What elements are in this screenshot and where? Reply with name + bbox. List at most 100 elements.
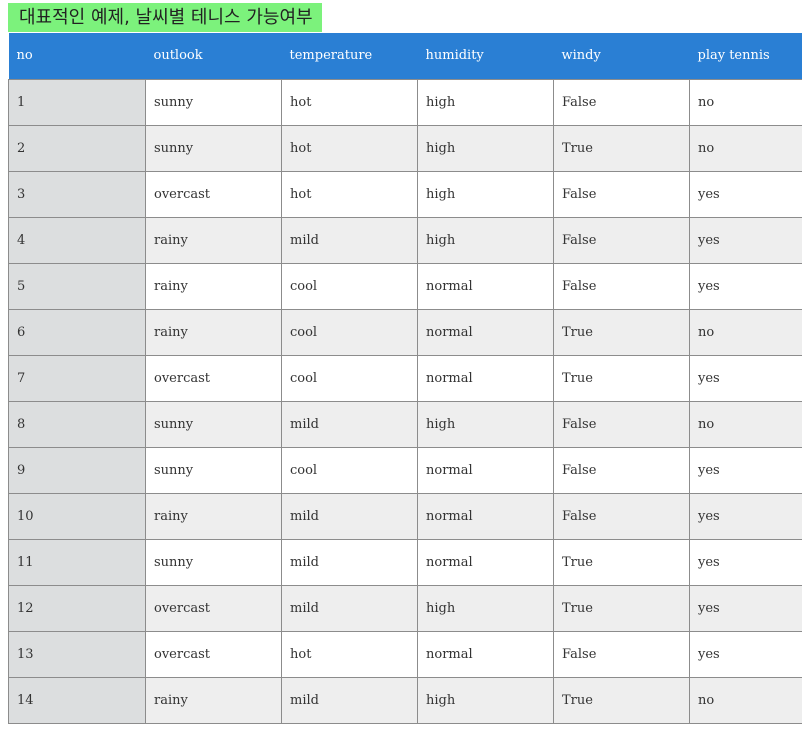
cell-windy: False: [553, 216, 690, 264]
cell-play-tennis: yes: [689, 170, 802, 218]
cell-humidity: high: [417, 676, 554, 724]
cell-humidity: normal: [417, 308, 554, 356]
cell-no: 10: [8, 492, 146, 540]
cell-humidity: high: [417, 124, 554, 172]
cell-humidity: normal: [417, 262, 554, 310]
cell-windy: False: [553, 262, 690, 310]
cell-outlook: rainy: [145, 262, 282, 310]
cell-humidity: high: [417, 216, 554, 264]
table-row: 1 sunny hot high False no: [8, 78, 802, 126]
table-body: 1 sunny hot high False no 2 sunny hot high True no 3…: [8, 78, 802, 724]
table-row: 11 sunny mild normal True yes: [8, 538, 802, 586]
cell-temperature: cool: [281, 354, 418, 402]
cell-windy: False: [553, 630, 690, 678]
cell-outlook: rainy: [145, 308, 282, 356]
cell-no: 7: [8, 354, 146, 402]
cell-no: 2: [8, 124, 146, 172]
cell-humidity: normal: [417, 538, 554, 586]
cell-humidity: high: [417, 78, 554, 126]
cell-play-tennis: yes: [689, 354, 802, 402]
cell-temperature: cool: [281, 308, 418, 356]
cell-humidity: normal: [417, 354, 554, 402]
cell-play-tennis: yes: [689, 446, 802, 494]
cell-windy: False: [553, 170, 690, 218]
cell-no: 3: [8, 170, 146, 218]
table-row: 7 overcast cool normal True yes: [8, 354, 802, 402]
cell-play-tennis: yes: [689, 216, 802, 264]
table-row: 5 rainy cool normal False yes: [8, 262, 802, 310]
tennis-weather-table: no outlook temperature humidity windy pl…: [8, 33, 802, 724]
table-row: 3 overcast hot high False yes: [8, 170, 802, 218]
cell-temperature: mild: [281, 538, 418, 586]
table-row: 8 sunny mild high False no: [8, 400, 802, 448]
cell-temperature: hot: [281, 630, 418, 678]
cell-play-tennis: yes: [689, 584, 802, 632]
cell-windy: True: [553, 308, 690, 356]
cell-windy: True: [553, 124, 690, 172]
table-row: 12 overcast mild high True yes: [8, 584, 802, 632]
cell-temperature: hot: [281, 78, 418, 126]
cell-humidity: high: [417, 400, 554, 448]
cell-outlook: sunny: [145, 446, 282, 494]
table-row: 6 rainy cool normal True no: [8, 308, 802, 356]
cell-windy: True: [553, 676, 690, 724]
cell-temperature: mild: [281, 400, 418, 448]
cell-temperature: hot: [281, 124, 418, 172]
cell-no: 13: [8, 630, 146, 678]
cell-outlook: sunny: [145, 400, 282, 448]
cell-no: 11: [8, 538, 146, 586]
cell-play-tennis: no: [689, 676, 802, 724]
cell-humidity: normal: [417, 630, 554, 678]
page-title: 대표적인 예제, 날씨별 테니스 가능여부: [8, 3, 322, 32]
cell-no: 1: [8, 78, 146, 126]
column-header-temperature: temperature: [281, 33, 418, 79]
table-row: 10 rainy mild normal False yes: [8, 492, 802, 540]
cell-no: 12: [8, 584, 146, 632]
cell-no: 5: [8, 262, 146, 310]
cell-outlook: overcast: [145, 170, 282, 218]
header-row: no outlook temperature humidity windy pl…: [8, 33, 802, 79]
cell-temperature: hot: [281, 170, 418, 218]
cell-outlook: sunny: [145, 124, 282, 172]
cell-temperature: mild: [281, 216, 418, 264]
cell-temperature: cool: [281, 446, 418, 494]
cell-no: 8: [8, 400, 146, 448]
cell-no: 9: [8, 446, 146, 494]
cell-humidity: normal: [417, 492, 554, 540]
cell-outlook: rainy: [145, 676, 282, 724]
table-row: 13 overcast hot normal False yes: [8, 630, 802, 678]
cell-windy: False: [553, 78, 690, 126]
cell-windy: False: [553, 400, 690, 448]
table-header: no outlook temperature humidity windy pl…: [8, 33, 802, 79]
cell-temperature: mild: [281, 676, 418, 724]
cell-temperature: mild: [281, 492, 418, 540]
cell-play-tennis: yes: [689, 262, 802, 310]
cell-outlook: rainy: [145, 216, 282, 264]
cell-no: 6: [8, 308, 146, 356]
table-row: 4 rainy mild high False yes: [8, 216, 802, 264]
cell-windy: True: [553, 354, 690, 402]
column-header-outlook: outlook: [145, 33, 282, 79]
cell-windy: True: [553, 584, 690, 632]
column-header-no: no: [8, 33, 146, 79]
cell-outlook: overcast: [145, 630, 282, 678]
cell-outlook: rainy: [145, 492, 282, 540]
cell-outlook: sunny: [145, 78, 282, 126]
cell-windy: False: [553, 446, 690, 494]
cell-no: 14: [8, 676, 146, 724]
table-row: 9 sunny cool normal False yes: [8, 446, 802, 494]
cell-windy: True: [553, 538, 690, 586]
cell-play-tennis: yes: [689, 538, 802, 586]
cell-no: 4: [8, 216, 146, 264]
column-header-play-tennis: play tennis: [689, 33, 802, 79]
cell-outlook: sunny: [145, 538, 282, 586]
cell-play-tennis: no: [689, 400, 802, 448]
cell-outlook: overcast: [145, 584, 282, 632]
cell-play-tennis: no: [689, 78, 802, 126]
cell-humidity: high: [417, 170, 554, 218]
cell-play-tennis: no: [689, 124, 802, 172]
cell-temperature: mild: [281, 584, 418, 632]
table-row: 14 rainy mild high True no: [8, 676, 802, 724]
cell-humidity: high: [417, 584, 554, 632]
table-row: 2 sunny hot high True no: [8, 124, 802, 172]
